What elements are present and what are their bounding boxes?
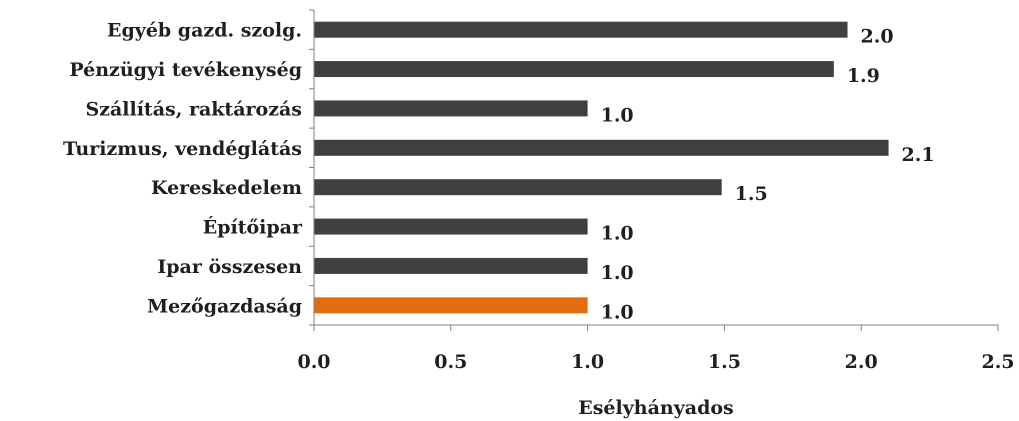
category-labels: Egyéb gazd. szolg. Pénzügyi tevékenység Sz… bbox=[63, 20, 303, 318]
category-label: Szállítás, raktározás bbox=[85, 98, 302, 120]
bar bbox=[314, 297, 588, 314]
bar bbox=[314, 61, 834, 78]
value-labels: 2.0 1.9 1.0 2.1 1.5 1.0 1.0 1.0 bbox=[601, 26, 935, 324]
value-label: 2.1 bbox=[902, 144, 935, 166]
category-label: Egyéb gazd. szolg. bbox=[107, 20, 302, 42]
value-label: 1.0 bbox=[601, 104, 634, 126]
x-tick-label: 2.5 bbox=[981, 351, 1014, 373]
category-label: Mezőgazdaság bbox=[147, 295, 302, 317]
bar bbox=[314, 218, 588, 235]
x-tick-label: 1.0 bbox=[571, 351, 604, 373]
value-label: 2.0 bbox=[861, 26, 894, 48]
bar bbox=[314, 139, 889, 156]
value-label: 1.0 bbox=[601, 262, 634, 284]
category-label: Kereskedelem bbox=[151, 177, 302, 199]
value-label: 1.0 bbox=[601, 223, 634, 245]
category-label: Turizmus, vendéglátás bbox=[63, 138, 302, 160]
bar bbox=[314, 257, 588, 274]
bar bbox=[314, 100, 588, 117]
x-tick-label: 1.5 bbox=[708, 351, 741, 373]
x-tick-label: 0.0 bbox=[297, 351, 330, 373]
bar bbox=[314, 21, 848, 38]
x-axis: 0.0 0.5 1.0 1.5 2.0 2.5 bbox=[297, 9, 1015, 373]
x-tick-label: 0.5 bbox=[434, 351, 467, 373]
x-tick-label: 2.0 bbox=[845, 351, 878, 373]
value-label: 1.5 bbox=[735, 183, 768, 205]
category-label: Pénzügyi tevékenység bbox=[69, 59, 302, 81]
value-label: 1.9 bbox=[847, 65, 880, 87]
bar bbox=[314, 179, 722, 196]
x-axis-title: Esélyhányados bbox=[578, 397, 733, 419]
value-label: 1.0 bbox=[601, 301, 634, 323]
category-label: Építőipar bbox=[203, 216, 303, 239]
bars-layer bbox=[314, 21, 889, 314]
category-label: Ipar összesen bbox=[157, 256, 302, 278]
